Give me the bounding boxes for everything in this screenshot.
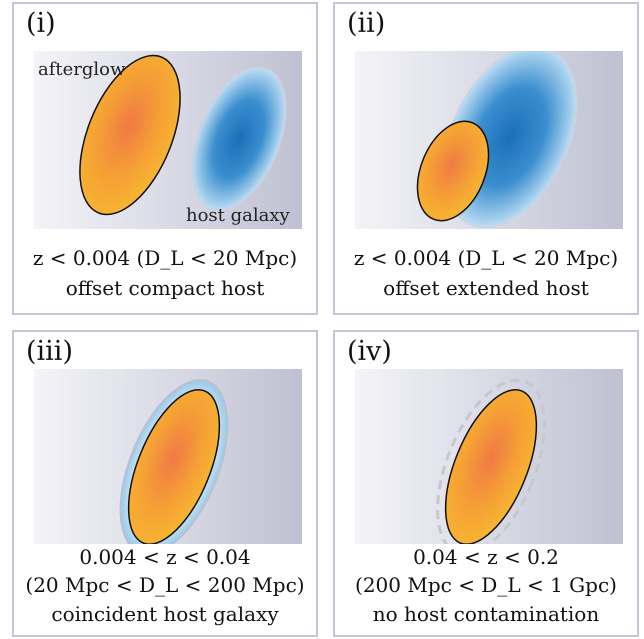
caption-description: offset extended host [383, 276, 589, 300]
panel-label: (iv) [347, 336, 392, 367]
afterglow-ellipse [79, 54, 181, 216]
caption-redshift: z < 0.004 (D_L < 20 Mpc) [32, 246, 298, 270]
caption-redshift: 0.04 < z < 0.2 [413, 545, 559, 569]
caption-description: coincident host galaxy [51, 602, 279, 626]
panel-no-host-contamination: (iv) 0.04 < z < 0.2 (200 Mpc < D_L < 1 G… [333, 330, 639, 637]
afterglow-ellipse [444, 389, 538, 544]
panel-offset-extended-host: (ii) z < 0.004 (D_L < 20 Mpc) offset ext… [333, 2, 639, 315]
caption-distance: (200 Mpc < D_L < 1 Gpc) [355, 573, 617, 597]
afterglow-label: afterglow [38, 59, 126, 80]
panel-label: (i) [26, 8, 56, 39]
panel-label: (ii) [347, 8, 386, 39]
host-galaxy-label: host galaxy [186, 205, 291, 226]
caption-description: offset compact host [65, 276, 265, 300]
panel-coincident-host: (iii) 0.004 < z < 0.04 (20 Mpc < D_L < 2… [12, 330, 318, 637]
caption-redshift: z < 0.004 (D_L < 20 Mpc) [353, 246, 619, 270]
diagram-offset-compact-host: afterglow host galaxy [34, 51, 302, 229]
afterglow-ellipse [127, 389, 221, 544]
panel-label: (iii) [26, 336, 73, 367]
caption-description: no host contamination [372, 602, 600, 626]
panel-offset-compact-host: (i) afterglow host galaxy z < 0.004 (D_L… [12, 2, 318, 315]
diagram-coincident-host [34, 369, 302, 544]
diagram-offset-extended-host [355, 51, 623, 229]
afterglow-ellipse [416, 120, 490, 222]
caption-redshift: 0.004 < z < 0.04 [79, 545, 251, 569]
faint-host-outline [436, 378, 546, 544]
host-galaxy-ellipse [191, 66, 287, 212]
diagram-no-host [355, 369, 623, 544]
caption-distance: (20 Mpc < D_L < 200 Mpc) [25, 573, 305, 597]
